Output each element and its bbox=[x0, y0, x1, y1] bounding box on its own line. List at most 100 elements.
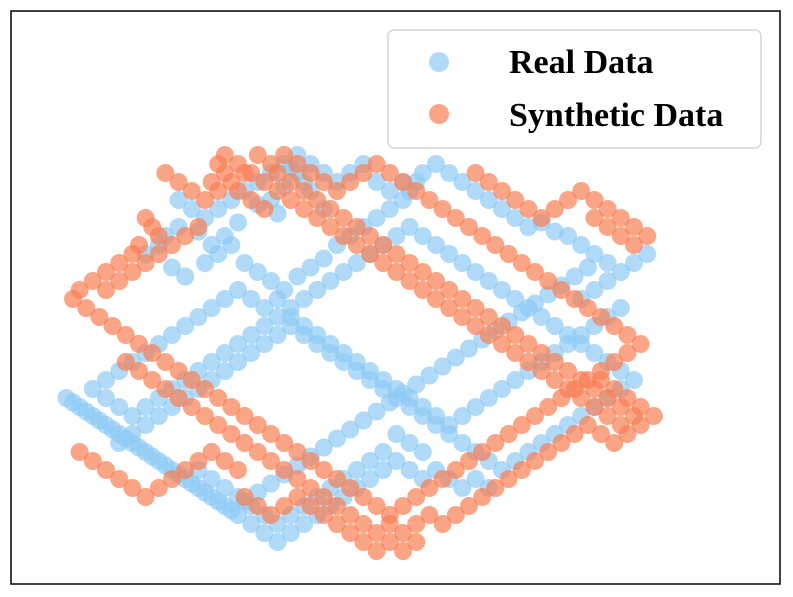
synthetic-data-point bbox=[387, 263, 406, 281]
synthetic-data-point bbox=[400, 272, 419, 290]
synthetic-data-point bbox=[242, 191, 261, 209]
synthetic-data-point bbox=[354, 164, 373, 182]
real-data-point bbox=[308, 326, 327, 344]
real-data-point bbox=[638, 245, 657, 263]
synthetic-data-point bbox=[136, 254, 155, 272]
synthetic-data-point bbox=[552, 434, 571, 452]
synthetic-data-point bbox=[394, 524, 412, 542]
real-data-point bbox=[453, 479, 472, 497]
synthetic-data-point bbox=[559, 362, 577, 380]
synthetic-data-point bbox=[367, 497, 386, 515]
real-data-point bbox=[97, 371, 115, 389]
real-data-point bbox=[347, 461, 366, 479]
real-data-point bbox=[625, 254, 643, 272]
synthetic-data-point bbox=[248, 443, 267, 461]
real-data-point bbox=[572, 326, 591, 344]
real-data-point bbox=[176, 267, 195, 286]
synthetic-data-point bbox=[97, 461, 115, 479]
synthetic-data-point bbox=[499, 470, 518, 488]
real-data-point bbox=[407, 375, 426, 394]
synthetic-data-point bbox=[248, 497, 267, 515]
synthetic-data-point bbox=[512, 461, 531, 479]
real-data-point bbox=[83, 380, 102, 398]
real-data-point bbox=[229, 213, 247, 232]
real-data-point bbox=[235, 254, 254, 272]
synthetic-data-point bbox=[460, 452, 478, 470]
synthetic-data-point bbox=[526, 263, 544, 281]
real-data-point bbox=[565, 267, 584, 286]
synthetic-data-point bbox=[585, 209, 604, 227]
synthetic-data-point bbox=[215, 146, 234, 164]
synthetic-data-point bbox=[598, 407, 617, 425]
real-data-point bbox=[361, 452, 379, 470]
synthetic-data-point bbox=[163, 236, 181, 254]
real-data-point bbox=[420, 366, 439, 385]
synthetic-data-point bbox=[97, 281, 115, 299]
synthetic-data-point bbox=[328, 182, 346, 200]
real-data-point bbox=[400, 218, 419, 236]
synthetic-data-point bbox=[262, 155, 280, 173]
synthetic-data-point bbox=[189, 218, 208, 236]
synthetic-data-point bbox=[539, 443, 558, 461]
synthetic-data-point bbox=[565, 425, 584, 443]
synthetic-data-point bbox=[77, 299, 96, 317]
synthetic-data-point bbox=[486, 479, 505, 497]
legend-marker-synthetic bbox=[429, 104, 449, 124]
synthetic-data-point bbox=[196, 407, 214, 425]
synthetic-data-point bbox=[367, 524, 386, 542]
synthetic-data-point bbox=[301, 164, 320, 182]
synthetic-data-point bbox=[209, 182, 228, 200]
real-data-point bbox=[354, 411, 373, 430]
synthetic-data-point bbox=[578, 416, 597, 434]
real-data-point bbox=[215, 479, 234, 497]
synthetic-data-point bbox=[506, 326, 525, 344]
synthetic-data-point bbox=[644, 407, 663, 425]
synthetic-data-point bbox=[565, 380, 584, 398]
real-data-point bbox=[301, 258, 320, 277]
synthetic-data-point bbox=[235, 434, 254, 452]
synthetic-data-point bbox=[506, 191, 525, 209]
synthetic-data-point bbox=[347, 236, 366, 254]
real-data-point bbox=[169, 191, 188, 209]
real-data-point bbox=[347, 353, 366, 371]
synthetic-data-point bbox=[605, 353, 624, 371]
synthetic-data-point bbox=[552, 389, 571, 407]
synthetic-data-point bbox=[446, 209, 465, 227]
synthetic-data-point bbox=[433, 200, 452, 218]
synthetic-data-point bbox=[486, 236, 505, 254]
synthetic-data-point bbox=[189, 452, 208, 470]
synthetic-data-point bbox=[592, 425, 610, 443]
real-data-point bbox=[314, 249, 333, 268]
synthetic-data-point bbox=[255, 200, 274, 218]
real-data-point bbox=[446, 348, 465, 367]
real-data-point bbox=[242, 515, 261, 533]
synthetic-data-point bbox=[123, 245, 142, 263]
synthetic-data-point bbox=[367, 542, 386, 560]
synthetic-data-point bbox=[136, 488, 155, 506]
synthetic-data-point bbox=[427, 272, 445, 290]
real-data-point bbox=[281, 524, 300, 542]
real-data-point bbox=[493, 281, 511, 299]
synthetic-data-point bbox=[394, 173, 412, 191]
synthetic-data-point bbox=[248, 416, 267, 434]
synthetic-data-point bbox=[123, 263, 142, 281]
synthetic-data-point bbox=[420, 191, 439, 209]
synthetic-data-point bbox=[460, 497, 478, 515]
synthetic-data-point bbox=[493, 182, 511, 200]
synthetic-data-point bbox=[176, 461, 195, 479]
synthetic-data-point bbox=[182, 398, 201, 416]
real-data-point bbox=[479, 272, 498, 290]
real-data-point bbox=[321, 335, 340, 353]
real-data-point bbox=[189, 479, 208, 497]
synthetic-data-point bbox=[539, 272, 558, 290]
legend-box bbox=[387, 29, 762, 149]
real-data-point bbox=[123, 407, 142, 425]
synthetic-data-point bbox=[552, 281, 571, 299]
synthetic-data-point bbox=[506, 344, 525, 362]
real-data-point bbox=[460, 339, 478, 358]
synthetic-data-point bbox=[512, 416, 531, 434]
synthetic-data-point bbox=[334, 209, 353, 227]
real-data-point bbox=[196, 254, 214, 272]
real-data-point bbox=[70, 398, 89, 416]
synthetic-data-point bbox=[295, 200, 313, 218]
